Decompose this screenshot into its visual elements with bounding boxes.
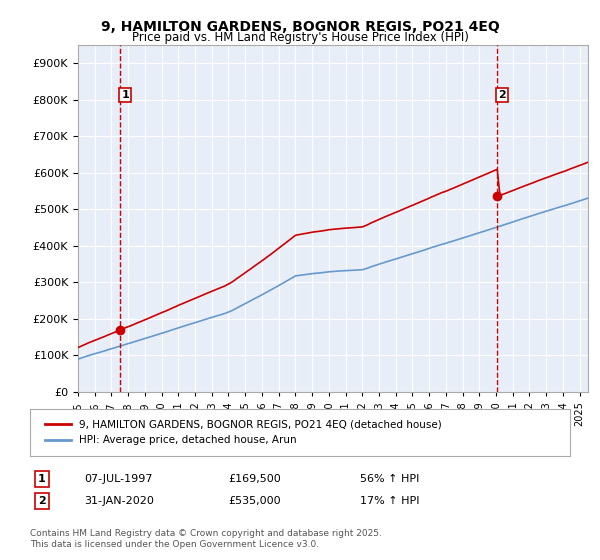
- Text: Price paid vs. HM Land Registry's House Price Index (HPI): Price paid vs. HM Land Registry's House …: [131, 31, 469, 44]
- Text: 9, HAMILTON GARDENS, BOGNOR REGIS, PO21 4EQ: 9, HAMILTON GARDENS, BOGNOR REGIS, PO21 …: [101, 20, 499, 34]
- Text: Contains HM Land Registry data © Crown copyright and database right 2025.
This d: Contains HM Land Registry data © Crown c…: [30, 529, 382, 549]
- Text: £169,500: £169,500: [228, 474, 281, 484]
- Text: 07-JUL-1997: 07-JUL-1997: [84, 474, 152, 484]
- Text: 2: 2: [38, 496, 46, 506]
- Text: 1: 1: [121, 90, 129, 100]
- Text: 1: 1: [38, 474, 46, 484]
- Text: 2: 2: [499, 90, 506, 100]
- Legend: 9, HAMILTON GARDENS, BOGNOR REGIS, PO21 4EQ (detached house), HPI: Average price: 9, HAMILTON GARDENS, BOGNOR REGIS, PO21 …: [41, 416, 446, 449]
- Text: 56% ↑ HPI: 56% ↑ HPI: [360, 474, 419, 484]
- Text: £535,000: £535,000: [228, 496, 281, 506]
- Text: 31-JAN-2020: 31-JAN-2020: [84, 496, 154, 506]
- Text: 17% ↑ HPI: 17% ↑ HPI: [360, 496, 419, 506]
